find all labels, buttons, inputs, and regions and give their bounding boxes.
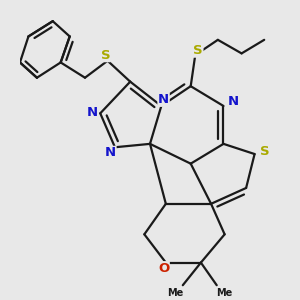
Text: S: S <box>100 49 110 62</box>
Text: S: S <box>193 44 203 57</box>
Text: N: N <box>87 106 98 119</box>
Text: S: S <box>260 145 270 158</box>
Text: N: N <box>158 93 169 106</box>
Text: Me: Me <box>167 288 183 298</box>
Text: N: N <box>105 146 116 159</box>
Text: N: N <box>227 95 239 108</box>
Text: Me: Me <box>217 288 233 298</box>
Text: O: O <box>158 262 169 275</box>
